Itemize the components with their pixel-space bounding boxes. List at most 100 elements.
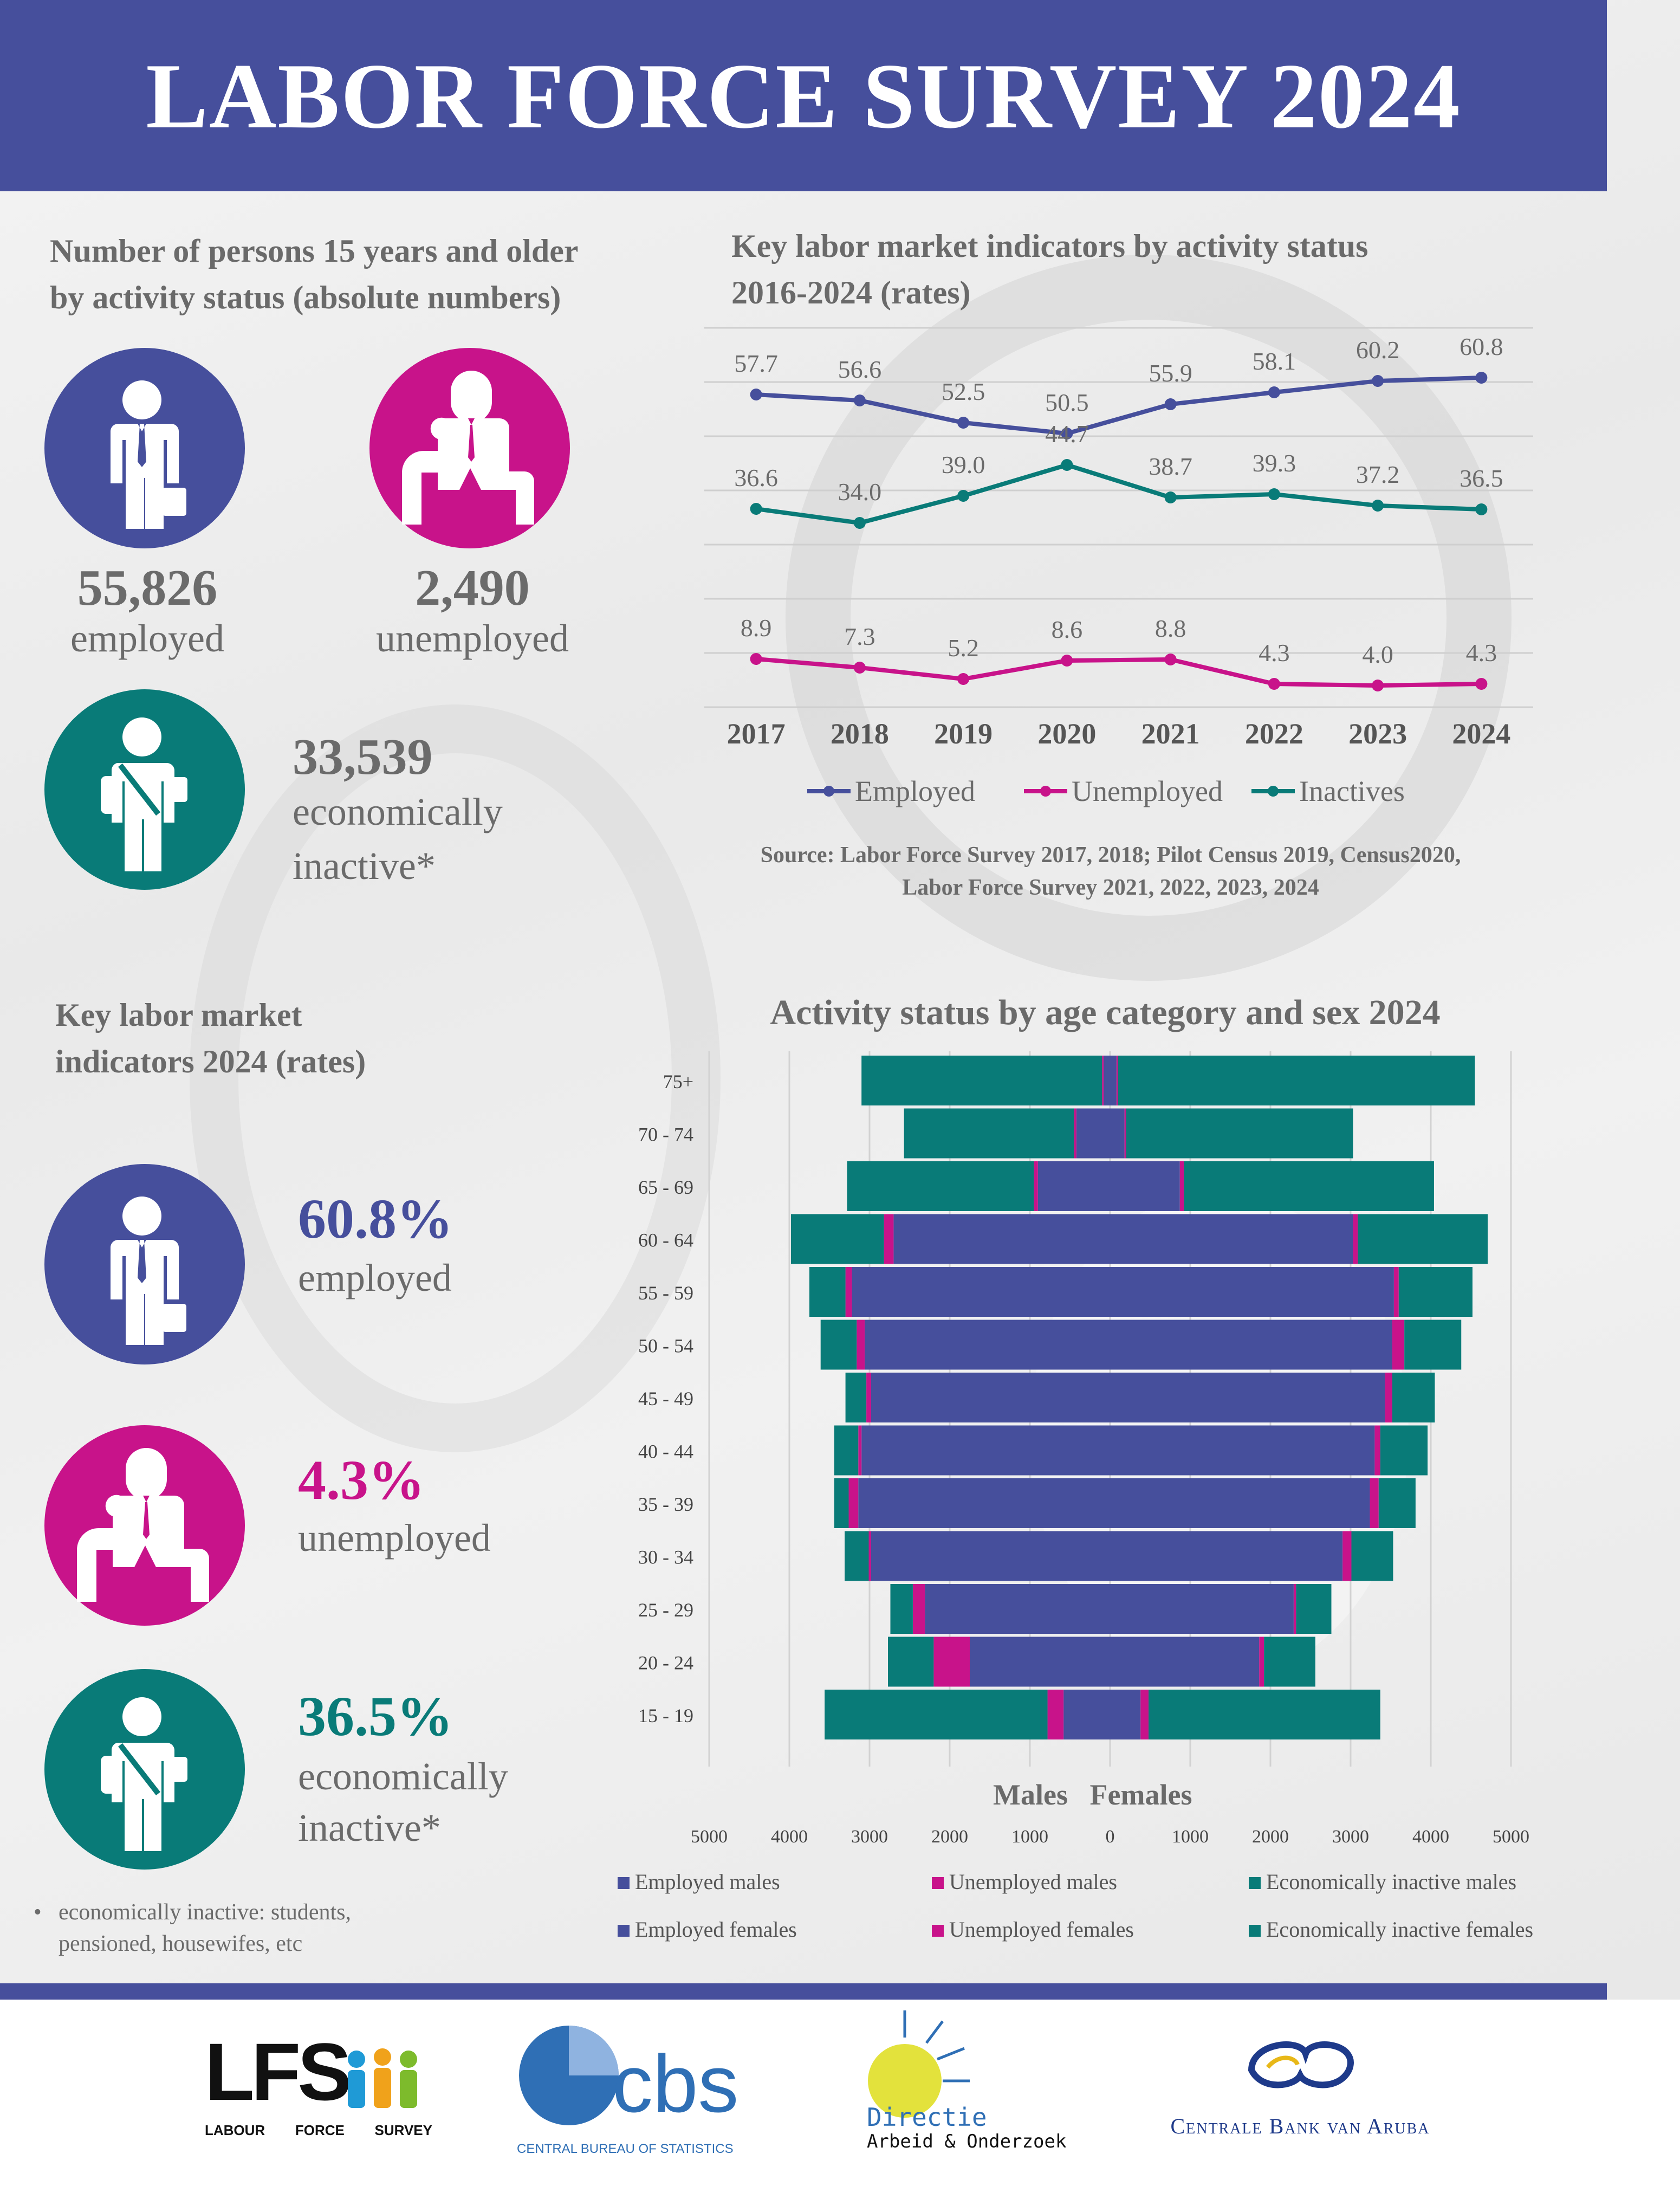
cbs-pie-icon [519, 2026, 619, 2125]
x-tick-label: 2021 [1141, 717, 1200, 750]
bar-unemployed-males [1034, 1161, 1038, 1211]
data-point-inactives [1268, 488, 1280, 500]
lfs-caption: LABOUR FORCE SURVEY [205, 2122, 432, 2139]
bar-economically-inactive-males [820, 1320, 857, 1370]
legend-item-employed: Employed [807, 775, 975, 807]
footer-bar [0, 1983, 1607, 2000]
line-chart-title-line2: 2016-2024 (rates) [731, 275, 971, 311]
x-tick-label: 3000 [851, 1827, 888, 1847]
legend-item: Unemployed females [932, 1917, 1134, 1942]
legend-item-unemployed: Unemployed [1024, 775, 1223, 807]
unemployed-count-label: unemployed [376, 617, 569, 660]
y-tick-label: 65 - 69 [638, 1176, 693, 1198]
legend-item-inactives: Inactives [1251, 775, 1405, 807]
x-tick-label: 2018 [831, 717, 889, 750]
businessman-with-briefcase-icon [111, 1197, 186, 1345]
data-label-employed: 57.7 [734, 350, 778, 377]
unemployed-rate-label: unemployed [298, 1516, 491, 1560]
data-point-unemployed [1164, 654, 1177, 665]
pyramid-chart: Activity status by age category and sex … [618, 993, 1533, 1942]
data-point-inactives [1061, 459, 1073, 471]
inactive-rate-label-1: economically [298, 1755, 508, 1798]
bar-economically-inactive-females [1398, 1267, 1473, 1317]
bar-employed-females [1110, 1478, 1370, 1528]
legend-label: Unemployed females [949, 1917, 1134, 1942]
y-tick-label: 35 - 39 [638, 1493, 693, 1515]
bar-economically-inactive-females [1380, 1425, 1428, 1476]
lfs-logo-letters: LFS [205, 2026, 352, 2117]
bar-employed-males [852, 1267, 1110, 1317]
bar-economically-inactive-males [825, 1690, 1048, 1739]
data-point-unemployed [750, 653, 762, 665]
lfs-logo: LFS LABOUR FORCE SURVEY [205, 2031, 432, 2150]
bar-unemployed-males [912, 1584, 925, 1634]
data-label-inactives: 34.0 [838, 478, 882, 506]
bar-economically-inactive-females [1118, 1056, 1475, 1105]
y-tick-label: 20 - 24 [638, 1652, 693, 1674]
data-point-employed [853, 394, 866, 406]
legend-label: Employed females [635, 1917, 797, 1942]
data-label-employed: 55.9 [1149, 359, 1192, 387]
data-point-unemployed [1372, 680, 1384, 691]
bar-unemployed-males [858, 1425, 862, 1476]
absolute-title-line1: Number of persons 15 years and older [50, 233, 579, 269]
y-tick-label: 30 - 34 [638, 1547, 693, 1568]
bar-unemployed-males [857, 1320, 865, 1370]
bar-economically-inactive-females [1126, 1108, 1353, 1159]
inactive-count-label-2: inactive* [293, 844, 436, 888]
x-tick-label: 5000 [691, 1827, 728, 1847]
bar-economically-inactive-females [1404, 1320, 1462, 1370]
data-point-inactives [957, 490, 970, 502]
page-title: LABOR FORCE SURVEY 2024 [146, 45, 1461, 148]
data-point-unemployed [1061, 655, 1073, 667]
bar-unemployed-females [1293, 1584, 1296, 1634]
bar-unemployed-females [1392, 1320, 1405, 1370]
legend-label: Employed [855, 775, 975, 807]
data-label-unemployed: 8.6 [1052, 616, 1083, 643]
bar-employed-females [1110, 1108, 1125, 1159]
data-point-inactives [750, 503, 762, 515]
legend-marker [1268, 786, 1279, 797]
x-tick-label: 0 [1106, 1827, 1115, 1847]
x-tick-label: 2022 [1245, 717, 1303, 750]
legend-swatch [618, 1925, 630, 1937]
x-tick-label: 2000 [931, 1827, 968, 1847]
data-point-employed [1061, 428, 1073, 439]
data-label-unemployed: 7.3 [844, 623, 875, 650]
data-point-employed [750, 389, 762, 400]
data-label-inactives: 38.7 [1149, 452, 1192, 480]
legend-label: Economically inactive females [1266, 1917, 1533, 1942]
x-tick-label: 5000 [1493, 1827, 1529, 1847]
data-label-inactives: 36.6 [734, 464, 778, 491]
bar-economically-inactive-males [890, 1584, 913, 1634]
legend-label: Unemployed males [949, 1870, 1117, 1894]
bar-economically-inactive-males [845, 1373, 867, 1422]
data-point-employed [957, 417, 970, 429]
bar-economically-inactive-males [834, 1478, 849, 1528]
footer-logos: LFS LABOUR FORCE SURVEY cbs CENTRAL BURE… [0, 2000, 1680, 2186]
inactive-rate-value: 36.5% [298, 1685, 453, 1748]
series-line-unemployed [756, 657, 1482, 688]
employed-rate-label: employed [298, 1256, 452, 1299]
pyramid-males-label: Males [993, 1778, 1068, 1811]
bar-economically-inactive-males [834, 1425, 859, 1476]
bar-economically-inactive-males [790, 1214, 884, 1264]
bar-employed-females [1110, 1531, 1343, 1581]
employed-rate-value: 60.8% [298, 1188, 453, 1250]
legend-item: Employed females [618, 1917, 797, 1942]
sun-icon [868, 2010, 970, 2118]
chart-source-note: Source: Labor Force Survey 2017, 2018; P… [672, 839, 1549, 904]
bar-unemployed-females [1370, 1478, 1379, 1528]
data-point-inactives [1475, 503, 1488, 515]
data-label-unemployed: 5.2 [948, 634, 979, 662]
bar-economically-inactive-males [809, 1267, 846, 1317]
y-tick-label: 75+ [663, 1071, 693, 1092]
bar-employed-males [871, 1373, 1110, 1422]
source-line2: Labor Force Survey 2021, 2022, 2023, 202… [902, 875, 1319, 900]
bar-unemployed-females [1124, 1108, 1126, 1159]
absolute-numbers-title: Number of persons 15 years and older by … [50, 228, 727, 321]
lfs-caption-word-2: FORCE [295, 2122, 345, 2138]
bar-unemployed-males [866, 1373, 871, 1422]
bar-employed-males [1104, 1056, 1110, 1105]
bar-unemployed-females [1342, 1531, 1352, 1581]
